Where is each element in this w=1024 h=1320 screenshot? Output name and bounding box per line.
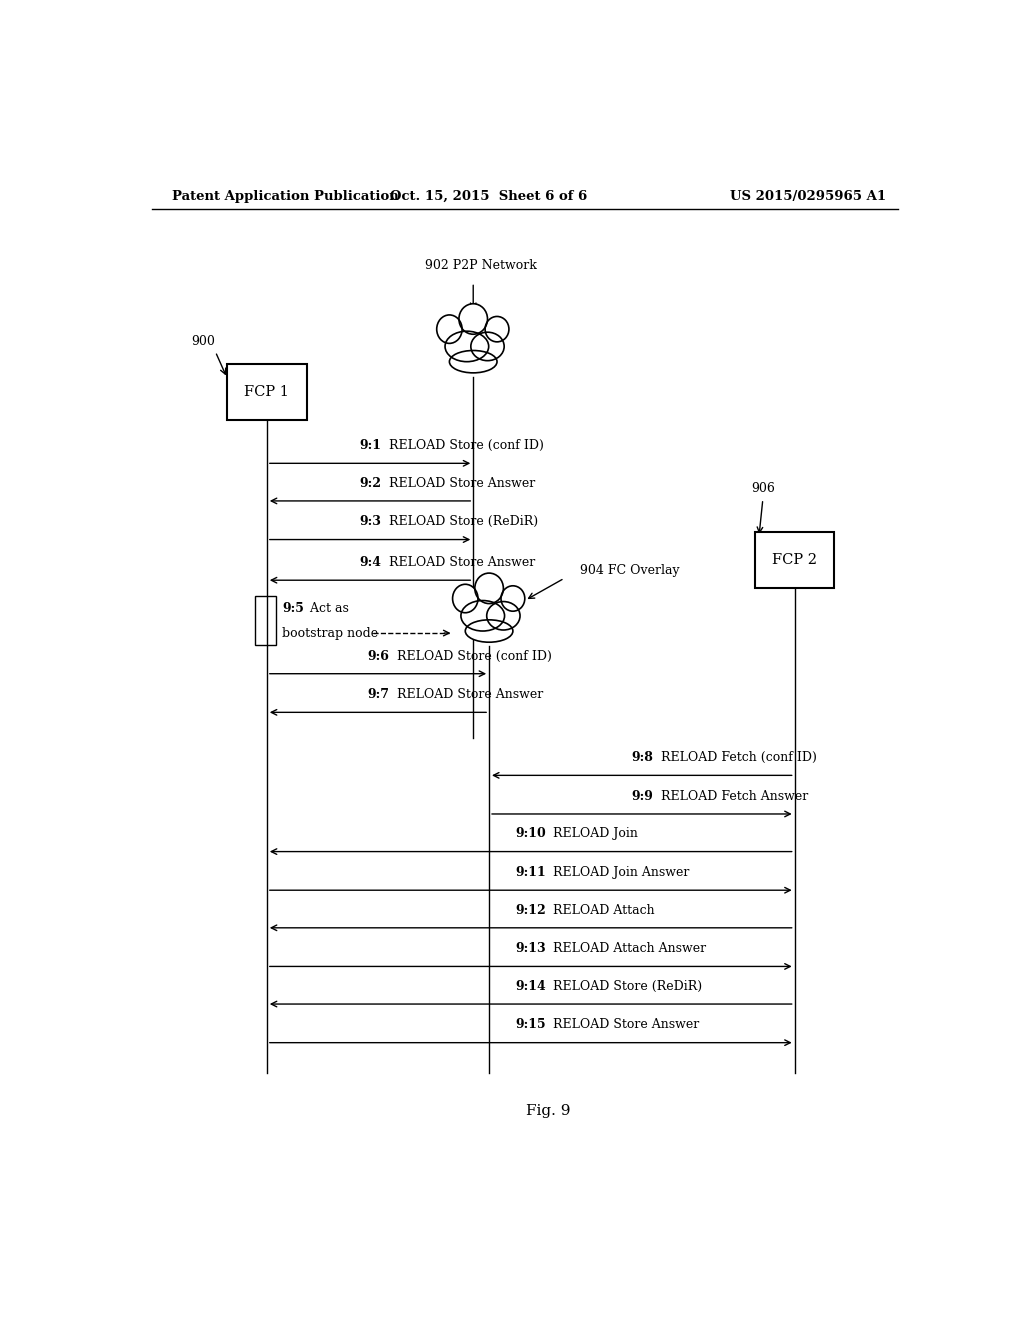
Text: 9:7: 9:7 <box>367 688 389 701</box>
Text: 9:5: 9:5 <box>282 602 304 615</box>
Text: 902 P2P Network: 902 P2P Network <box>425 259 538 272</box>
Text: RELOAD Fetch (conf ID): RELOAD Fetch (conf ID) <box>656 751 816 764</box>
Text: RELOAD Store (ReDiR): RELOAD Store (ReDiR) <box>549 979 702 993</box>
Text: RELOAD Join Answer: RELOAD Join Answer <box>549 866 689 879</box>
Text: bootstrap node: bootstrap node <box>282 627 378 640</box>
Text: RELOAD Store (conf ID): RELOAD Store (conf ID) <box>385 440 544 453</box>
Ellipse shape <box>471 333 504 360</box>
Text: FCP 1: FCP 1 <box>245 385 290 399</box>
Text: 9:8: 9:8 <box>631 751 652 764</box>
Text: 9:12: 9:12 <box>515 904 546 916</box>
Ellipse shape <box>436 315 462 343</box>
Text: 9:13: 9:13 <box>515 942 546 956</box>
FancyBboxPatch shape <box>755 532 835 587</box>
Bar <box>255 597 275 645</box>
Ellipse shape <box>450 351 497 372</box>
Text: 900: 900 <box>191 335 215 348</box>
Text: RELOAD Store Answer: RELOAD Store Answer <box>392 688 543 701</box>
Ellipse shape <box>465 620 513 643</box>
Text: 9:1: 9:1 <box>359 440 381 453</box>
Text: 906: 906 <box>751 482 775 495</box>
Text: 9:14: 9:14 <box>515 979 546 993</box>
Text: 904 FC Overlay: 904 FC Overlay <box>581 564 680 577</box>
Text: RELOAD Store Answer: RELOAD Store Answer <box>385 477 535 490</box>
Text: 9:15: 9:15 <box>515 1019 546 1031</box>
Text: FCP 2: FCP 2 <box>772 553 817 566</box>
Text: Act as: Act as <box>306 602 348 615</box>
Ellipse shape <box>445 331 488 362</box>
Text: 9:4: 9:4 <box>359 556 381 569</box>
Ellipse shape <box>486 602 520 630</box>
Ellipse shape <box>475 573 504 603</box>
Ellipse shape <box>501 586 524 611</box>
Text: RELOAD Store (conf ID): RELOAD Store (conf ID) <box>392 649 552 663</box>
Text: RELOAD Attach Answer: RELOAD Attach Answer <box>549 942 707 956</box>
Text: 9:6: 9:6 <box>367 649 389 663</box>
Text: RELOAD Join: RELOAD Join <box>549 828 638 841</box>
Ellipse shape <box>453 585 478 612</box>
Text: RELOAD Store Answer: RELOAD Store Answer <box>385 556 535 569</box>
Text: RELOAD Attach: RELOAD Attach <box>549 904 654 916</box>
FancyBboxPatch shape <box>227 364 306 420</box>
Text: 9:2: 9:2 <box>359 477 381 490</box>
Text: Fig. 9: Fig. 9 <box>526 1104 570 1118</box>
Text: RELOAD Store Answer: RELOAD Store Answer <box>549 1019 699 1031</box>
Text: 9:10: 9:10 <box>515 828 546 841</box>
Text: Oct. 15, 2015  Sheet 6 of 6: Oct. 15, 2015 Sheet 6 of 6 <box>390 190 588 202</box>
Text: 9:3: 9:3 <box>359 515 381 528</box>
Text: Patent Application Publication: Patent Application Publication <box>172 190 398 202</box>
Text: 9:9: 9:9 <box>631 789 652 803</box>
Text: US 2015/0295965 A1: US 2015/0295965 A1 <box>730 190 886 202</box>
Ellipse shape <box>461 601 505 631</box>
Text: RELOAD Store (ReDiR): RELOAD Store (ReDiR) <box>385 515 538 528</box>
Text: 9:11: 9:11 <box>515 866 546 879</box>
Ellipse shape <box>459 304 487 334</box>
Text: RELOAD Fetch Answer: RELOAD Fetch Answer <box>656 789 808 803</box>
Ellipse shape <box>485 317 509 342</box>
